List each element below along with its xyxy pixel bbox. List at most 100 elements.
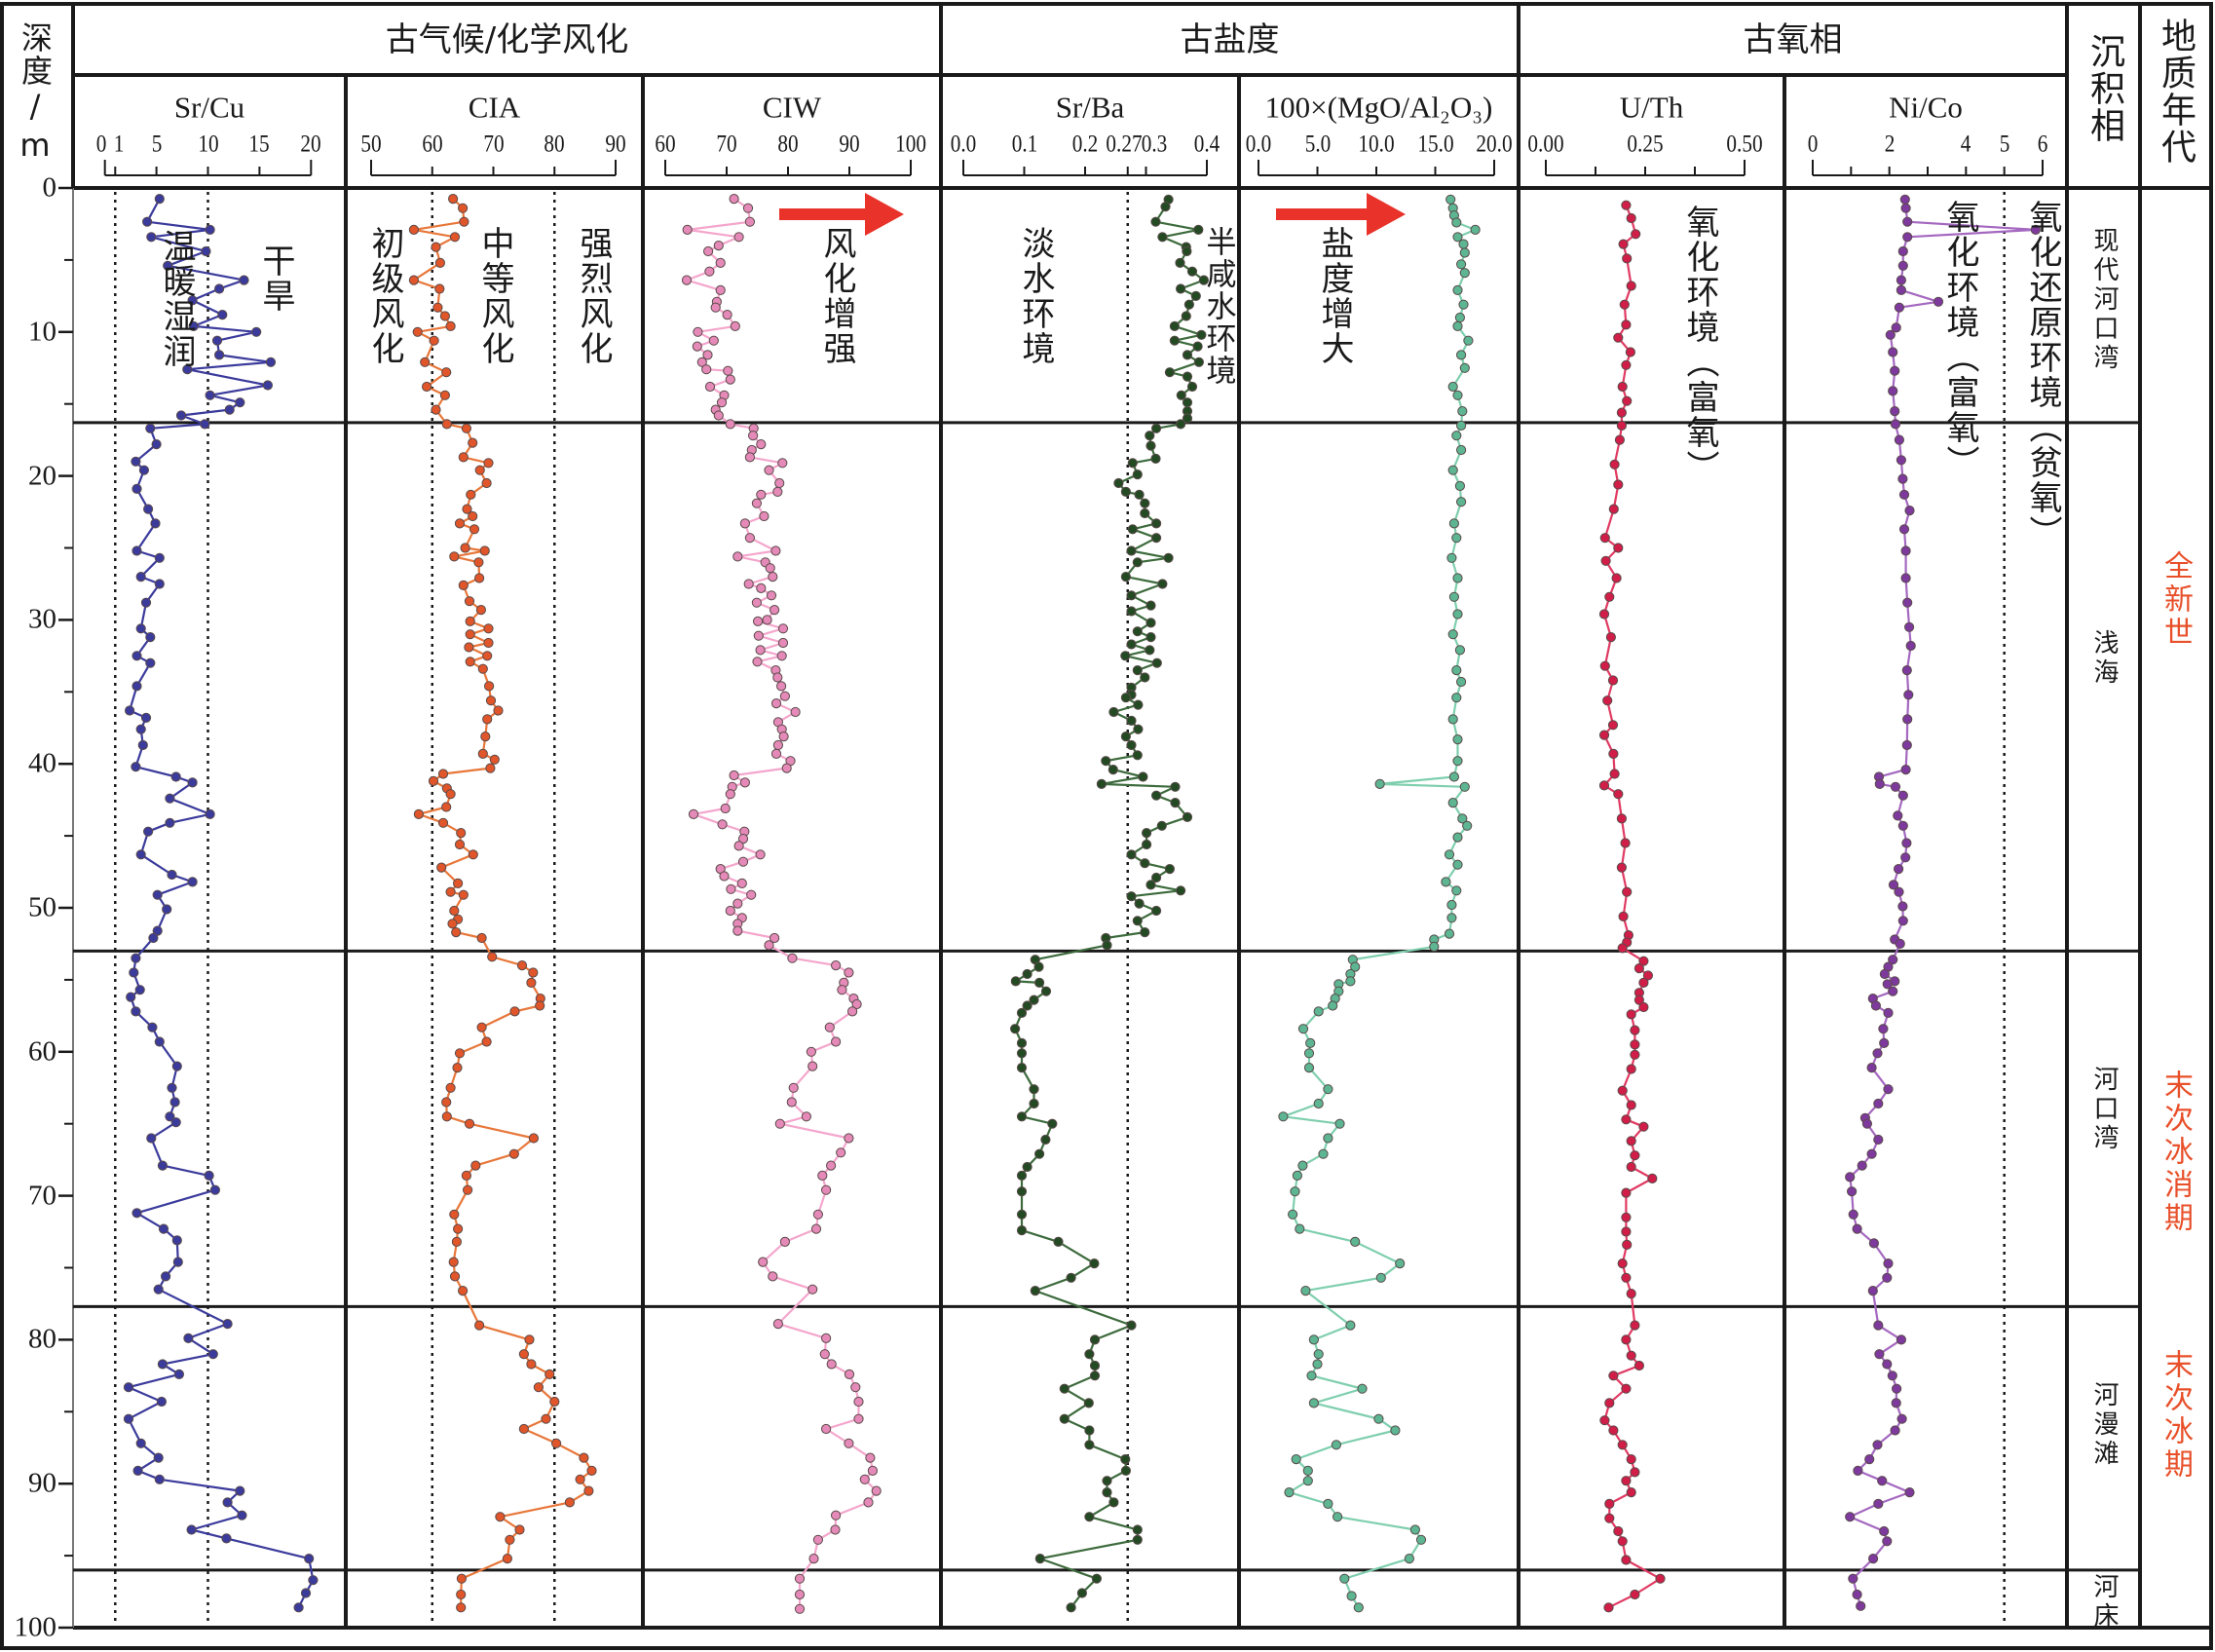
data-point <box>696 357 707 367</box>
data-point <box>481 477 492 489</box>
data-point <box>564 1497 576 1508</box>
data-point <box>865 1452 876 1463</box>
data-point <box>806 1046 817 1057</box>
data-point <box>1613 789 1624 800</box>
data-point <box>1900 545 1911 556</box>
data-point <box>1878 1024 1889 1034</box>
data-point <box>1126 1320 1137 1331</box>
data-point <box>1145 645 1155 656</box>
data-point <box>821 1184 832 1195</box>
data-point <box>1034 977 1045 989</box>
data-point <box>1126 849 1137 860</box>
data-point <box>1872 1440 1883 1450</box>
data-point <box>222 1497 233 1508</box>
data-point <box>1872 1048 1883 1059</box>
data-point <box>766 590 777 601</box>
data-point <box>495 1512 506 1522</box>
data-point <box>441 367 452 378</box>
data-point <box>1619 299 1630 310</box>
data-point <box>182 364 193 375</box>
axis-tick-label: 5 <box>151 131 162 158</box>
data-point <box>456 1589 467 1600</box>
data-point <box>165 817 175 828</box>
panel-annotation: 中等风化 <box>475 226 514 366</box>
data-point <box>1603 1602 1614 1613</box>
data-point <box>464 1118 475 1129</box>
data-point <box>1451 217 1462 228</box>
data-point <box>175 410 187 421</box>
data-point <box>837 985 847 995</box>
data-point <box>1888 347 1898 357</box>
data-point <box>1016 1111 1028 1122</box>
data-point <box>733 232 744 243</box>
data-point <box>1617 1440 1628 1450</box>
data-point <box>1626 1454 1636 1465</box>
data-point <box>1459 268 1470 279</box>
data-point <box>1198 275 1210 285</box>
data-point <box>482 651 493 661</box>
data-point <box>722 310 732 320</box>
data-point <box>821 1423 832 1435</box>
data-point <box>1151 518 1162 529</box>
series-line-U/Th <box>1602 205 1662 1609</box>
data-point <box>485 695 497 706</box>
data-point <box>1874 778 1885 790</box>
axis-tick-label: 10 <box>197 131 219 158</box>
data-point <box>1902 216 1913 227</box>
data-point <box>1901 739 1912 751</box>
series-line-Sr/Ba <box>1013 199 1206 1608</box>
data-point <box>753 616 764 627</box>
data-point <box>1126 639 1137 650</box>
data-point <box>135 724 146 734</box>
data-point <box>437 817 449 828</box>
data-point <box>704 381 716 393</box>
data-point <box>535 1000 545 1011</box>
data-point <box>1883 1084 1894 1095</box>
data-point <box>154 552 165 563</box>
panel-annotation: 风化增强 <box>817 226 856 366</box>
data-point <box>1101 756 1111 767</box>
data-point <box>1604 591 1615 602</box>
data-point <box>1642 970 1654 981</box>
data-point <box>167 1082 177 1093</box>
depth-tick-label: 0 <box>42 171 57 204</box>
data-point <box>1873 1098 1884 1109</box>
data-point <box>1334 1118 1345 1129</box>
panel-annotation: 氧化还原环境（贫氧） <box>2023 200 2062 550</box>
data-point <box>475 605 486 616</box>
depth-tick-label: 60 <box>28 1035 56 1068</box>
data-point <box>131 762 141 772</box>
data-point <box>836 1147 846 1158</box>
data-point <box>1016 1007 1028 1019</box>
data-point <box>549 1396 560 1408</box>
data-point <box>441 419 452 430</box>
data-point <box>710 302 721 313</box>
data-point <box>1873 1498 1884 1510</box>
data-point <box>152 925 163 936</box>
data-point <box>1113 477 1124 489</box>
data-point <box>1170 781 1181 792</box>
data-point <box>1625 347 1636 357</box>
data-point <box>1390 1425 1401 1436</box>
data-point <box>1866 1063 1877 1073</box>
data-point <box>1868 1554 1879 1564</box>
data-point <box>1133 699 1144 710</box>
data-point <box>154 1036 165 1047</box>
data-point <box>207 1349 218 1360</box>
data-point <box>1448 518 1460 529</box>
data-point <box>163 260 173 271</box>
data-point <box>1630 1039 1640 1050</box>
data-point <box>143 826 154 837</box>
panel-annotation: 氧化环境（富氧） <box>1680 205 1719 485</box>
data-point <box>1126 891 1137 902</box>
data-point <box>1448 771 1460 782</box>
data-point <box>434 283 445 294</box>
data-point <box>1053 1236 1064 1248</box>
data-point <box>1890 406 1900 417</box>
data-point <box>1852 1589 1862 1600</box>
data-point <box>682 224 693 235</box>
data-point <box>146 1133 157 1144</box>
data-point <box>713 410 724 421</box>
